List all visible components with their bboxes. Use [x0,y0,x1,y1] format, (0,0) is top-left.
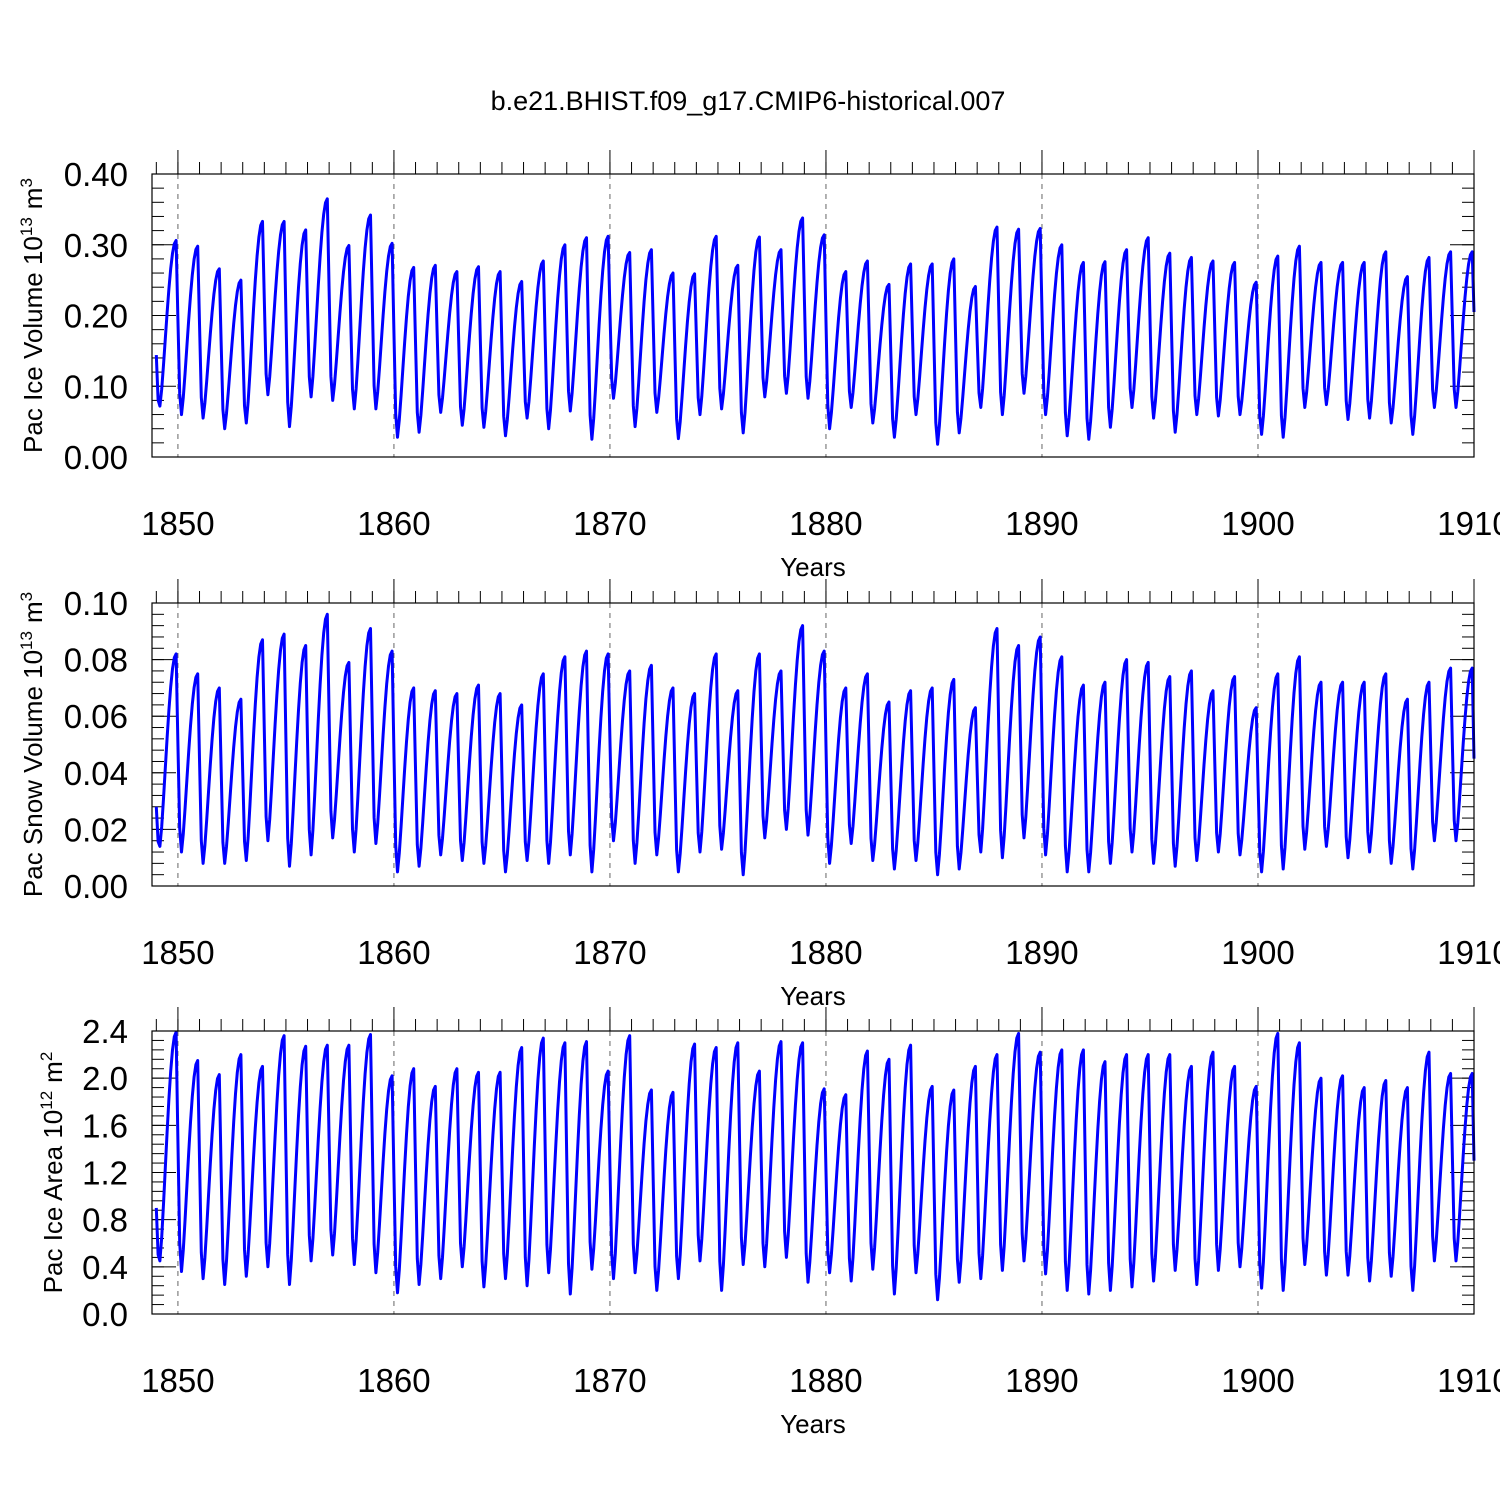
y-tick-label: 1.6 [82,1107,128,1144]
x-tick-label: 1850 [141,934,214,971]
x-tick-label: 1870 [573,1362,646,1399]
x-tick-label: 1910 [1437,934,1500,971]
panel-ice-area: 0.00.40.81.21.62.02.4 1850 1860 1870 1880 18… [37,1007,1500,1439]
y-tick-label: 0.00 [64,868,128,905]
y-tick-label: 0.00 [64,439,128,476]
y-tick-label: 0.02 [64,811,128,848]
y-tick-label: 2.4 [82,1013,128,1050]
y-tick-label: 0.30 [64,227,128,264]
series-line [154,1030,1476,1302]
y-tick-label: 0.4 [82,1249,128,1286]
y-tick-label: 0.10 [64,368,128,405]
y-tick-label: 0.08 [64,642,128,679]
x-tick-label: 1860 [357,934,430,971]
y-tick-label: 0.06 [64,698,128,735]
chart-title: b.e21.BHIST.f09_g17.CMIP6-historical.007 [491,86,1006,116]
x-tick-label: 1900 [1221,934,1294,971]
x-ticks: 1850 1860 1870 1880 1890 1900 1910 [141,1007,1500,1399]
series [154,1030,1476,1302]
y-axis-label: Pac Ice Volume 1013m3 [17,178,48,453]
x-axis-label: Years [780,552,846,582]
x-tick-label: 1860 [357,505,430,542]
y-axis-label: Pac Ice Area 1012m2 [37,1052,68,1294]
x-tick-label: 1880 [789,1362,862,1399]
series-line [154,197,1476,446]
x-tick-label: 1890 [1005,934,1078,971]
x-ticks: 1850 1860 1870 1880 1890 1900 1910 [141,150,1500,542]
plot-frame [151,602,1475,887]
series [154,197,1476,446]
y-tick-label: 2.0 [82,1060,128,1097]
x-tick-label: 1880 [789,934,862,971]
series [154,612,1476,877]
x-tick-label: 1900 [1221,505,1294,542]
x-tick-label: 1870 [573,505,646,542]
plot-frame [151,173,1475,458]
plot-frame [151,1030,1475,1315]
x-tick-label: 1850 [141,1362,214,1399]
x-axis-label: Years [780,981,846,1011]
y-tick-label: 1.2 [82,1155,128,1192]
panel-ice-volume: 0.00 0.10 0.20 0.30 0.40 1850 1860 1870 1880 189… [17,150,1500,582]
x-tick-label: 1850 [141,505,214,542]
y-tick-label: 0.20 [64,298,128,335]
panel-snow-volume: 0.00 0.02 0.04 0.06 0.08 0.10 1850 1860 1870 188… [17,579,1500,1011]
y-tick-label: 0.04 [64,755,128,792]
y-tick-label: 0.0 [82,1296,128,1333]
y-ticks: 0.00 0.02 0.04 0.06 0.08 0.10 [64,585,1474,905]
x-tick-label: 1880 [789,505,862,542]
x-tick-label: 1910 [1437,505,1500,542]
x-tick-label: 1860 [357,1362,430,1399]
x-tick-label: 1890 [1005,505,1078,542]
series-line [154,612,1476,877]
y-tick-label: 0.8 [82,1202,128,1239]
x-tick-label: 1870 [573,934,646,971]
y-ticks: 0.0 0.4 0.8 1.2 1.6 2.0 2.4 [82,1013,1474,1333]
y-tick-label: 0.40 [64,156,128,193]
x-ticks: 1850 1860 1870 1880 1890 1900 1910 [141,579,1500,971]
x-axis-label: Years [780,1409,846,1439]
y-axis-label: Pac Snow Volume 1013m3 [17,592,48,897]
x-tick-label: 1910 [1437,1362,1500,1399]
x-tick-label: 1890 [1005,1362,1078,1399]
x-tick-label: 1900 [1221,1362,1294,1399]
y-tick-label: 0.10 [64,585,128,622]
